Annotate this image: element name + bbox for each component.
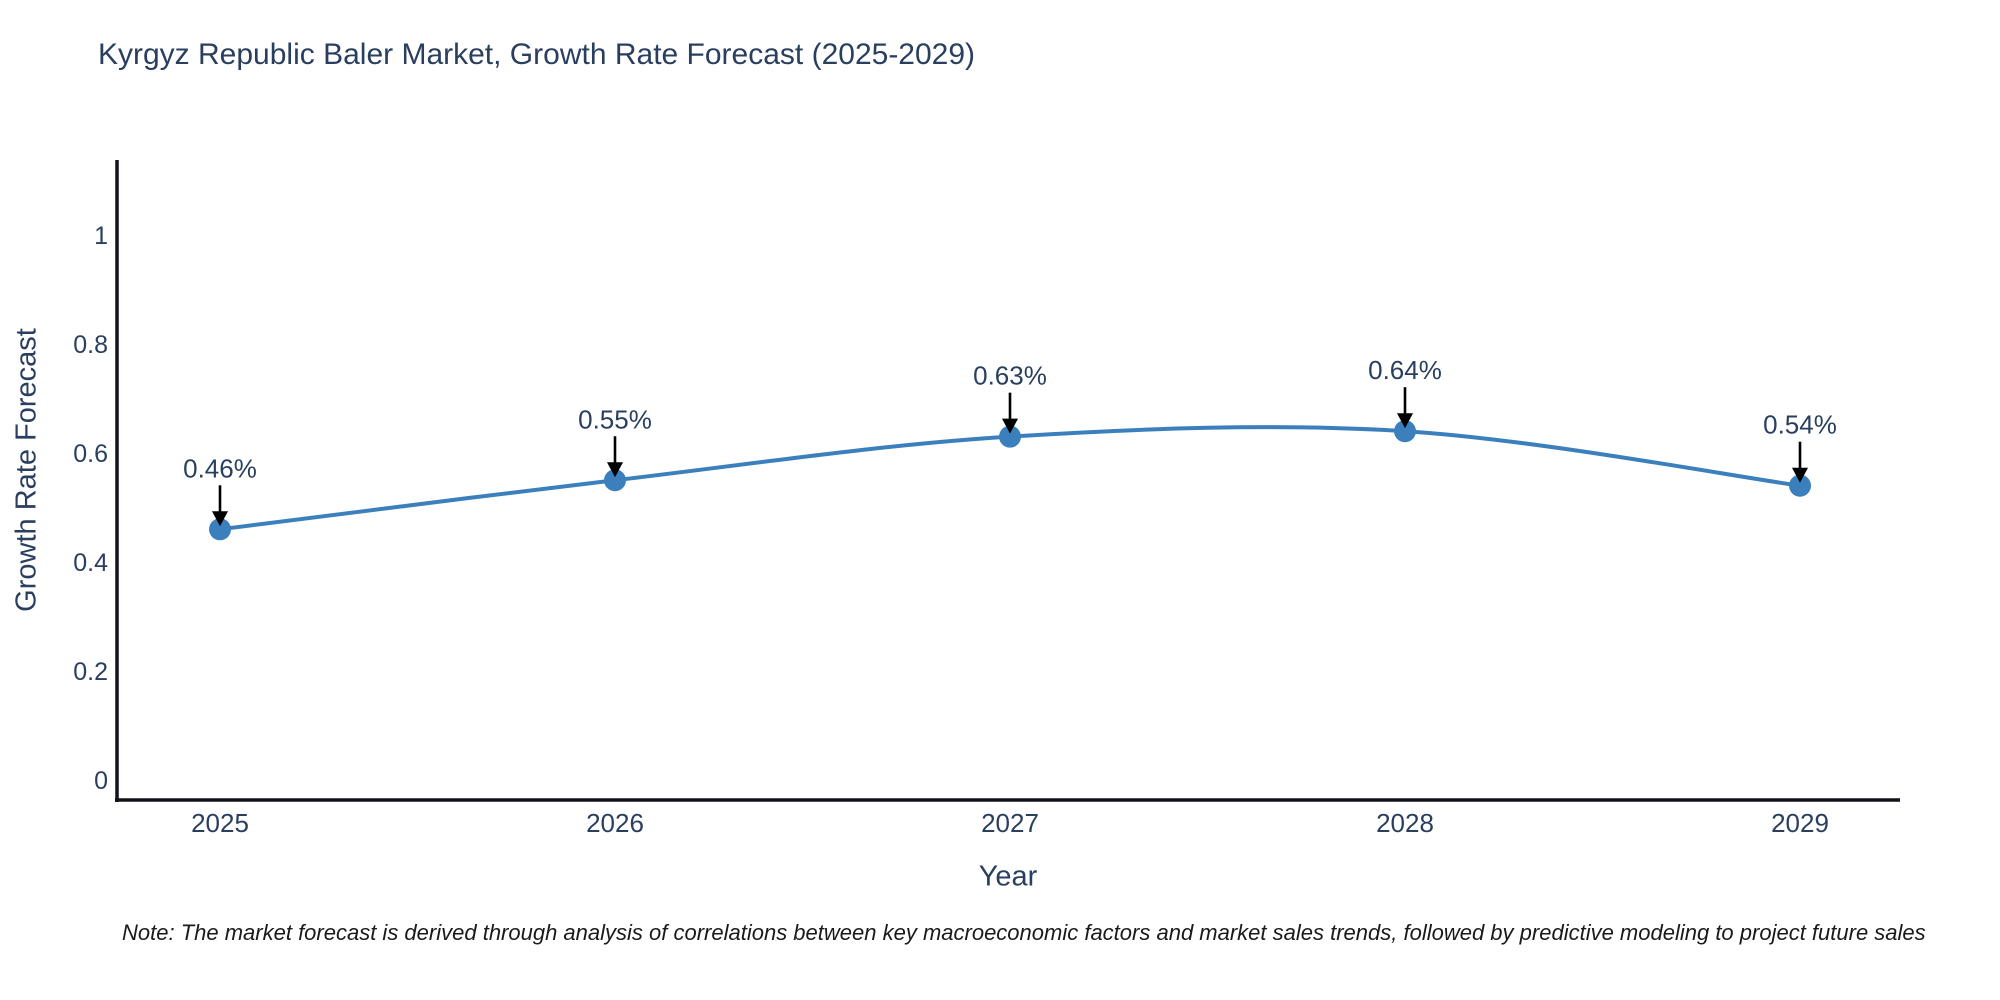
point-annotation-label: 0.54% [1763, 410, 1837, 440]
x-tick-label: 2025 [191, 808, 249, 838]
point-annotation-label: 0.63% [973, 361, 1047, 391]
point-annotation-label: 0.55% [578, 404, 652, 434]
annotation-arrowhead [1002, 418, 1018, 434]
annotation-arrowhead [212, 511, 228, 527]
x-tick-label: 2029 [1771, 808, 1829, 838]
y-tick-label: 1 [94, 222, 108, 250]
x-tick-label: 2027 [981, 808, 1039, 838]
y-tick-label: 0.6 [73, 440, 108, 468]
y-tick-label: 0.2 [73, 658, 108, 686]
point-annotation-label: 0.46% [183, 453, 257, 483]
annotation-arrowhead [607, 462, 623, 478]
axis-spines [115, 160, 1900, 802]
y-tick-label: 0 [94, 767, 108, 795]
data-point-marker[interactable] [604, 469, 626, 492]
data-point-marker[interactable] [209, 518, 231, 541]
annotation-arrowhead [1792, 467, 1808, 483]
data-point-marker[interactable] [1789, 474, 1811, 497]
x-tick-label: 2028 [1376, 808, 1434, 838]
chart-title: Kyrgyz Republic Baler Market, Growth Rat… [98, 38, 976, 71]
x-axis-title: Year [978, 860, 1038, 893]
data-point-marker[interactable] [1394, 420, 1416, 443]
footnote: Note: The market forecast is derived thr… [122, 920, 1926, 945]
annotation-arrowhead [1397, 413, 1413, 429]
y-tick-label: 0.4 [73, 549, 108, 577]
y-tick-label: 0.8 [73, 331, 108, 359]
point-annotation-label: 0.64% [1368, 355, 1442, 385]
x-tick-label: 2026 [586, 808, 644, 838]
data-point-marker[interactable] [999, 425, 1021, 448]
